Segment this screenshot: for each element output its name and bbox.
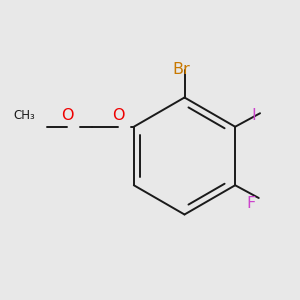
Text: I: I: [251, 108, 256, 123]
Text: O: O: [112, 108, 125, 123]
Text: CH₃: CH₃: [13, 109, 35, 122]
Text: Br: Br: [172, 61, 190, 76]
Text: O: O: [61, 108, 74, 123]
Text: F: F: [246, 196, 255, 211]
